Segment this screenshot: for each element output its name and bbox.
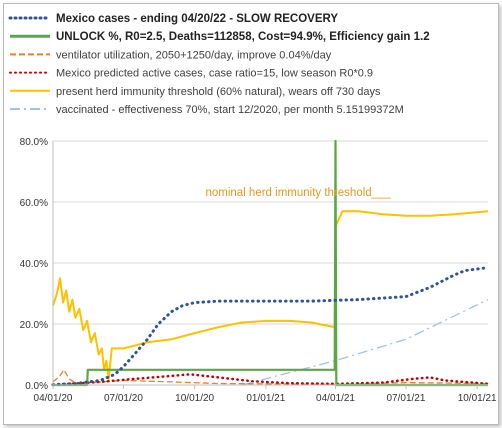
x-tick-label: 04/01/21 bbox=[316, 393, 355, 404]
y-tick-label: 80.0% bbox=[20, 137, 48, 148]
legend-label-ventilator: ventilator utilization, 2050+1250/day, i… bbox=[56, 49, 332, 61]
x-tick-label: 10/01/21 bbox=[458, 393, 497, 404]
x-tick-label: 01/01/21 bbox=[246, 393, 285, 404]
grid bbox=[53, 140, 488, 325]
annotation-herd-threshold: nominal herd immunity threshold___ bbox=[205, 187, 391, 199]
x-tick-label: 07/01/20 bbox=[104, 393, 143, 404]
series-line-vaccinated bbox=[241, 299, 489, 386]
chart-svg: Mexico cases - ending 04/20/22 - SLOW RE… bbox=[8, 13, 497, 404]
series-line-predicted bbox=[51, 373, 490, 386]
legend-label-herd: present herd immunity threshold (60% nat… bbox=[56, 86, 381, 98]
y-tick-label: 40.0% bbox=[20, 259, 48, 270]
series-line-cases bbox=[51, 266, 490, 387]
y-tick-label: 0.0% bbox=[25, 381, 48, 392]
series-layer bbox=[51, 139, 490, 387]
x-tick-label: 10/01/20 bbox=[175, 393, 214, 404]
legend-label-unlock: UNLOCK %, R0=2.5, Deaths=112858, Cost=94… bbox=[56, 31, 430, 43]
legend-label-vaccinated: vaccinated - effectiveness 70%, start 12… bbox=[56, 104, 404, 116]
legend-label-cases: Mexico cases - ending 04/20/22 - SLOW RE… bbox=[56, 13, 338, 25]
chart-frame: Mexico cases - ending 04/20/22 - SLOW RE… bbox=[3, 3, 499, 425]
x-tick-label: 07/01/21 bbox=[386, 393, 425, 404]
axes: 0.0% 20.0% 40.0% 60.0% 80.0% 04/01/20 07/01/20… bbox=[20, 137, 497, 404]
y-tick-label: 60.0% bbox=[20, 198, 48, 209]
legend-label-predicted: Mexico predicted active cases, case rati… bbox=[56, 68, 373, 80]
series-line-herd bbox=[52, 210, 489, 380]
y-tick-label: 20.0% bbox=[20, 320, 48, 331]
legend: Mexico cases - ending 04/20/22 - SLOW RE… bbox=[8, 13, 430, 116]
x-tick-label: 04/01/20 bbox=[34, 393, 73, 404]
